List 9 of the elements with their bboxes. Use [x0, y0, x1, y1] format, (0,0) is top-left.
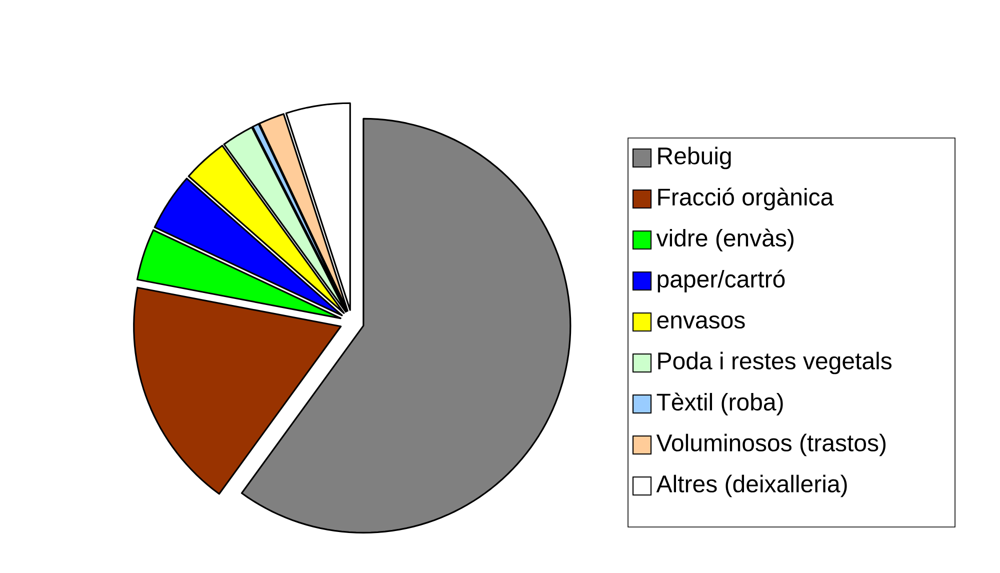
- legend-label: Tèxtil (roba): [656, 392, 783, 416]
- legend-label: Fracció orgànica: [658, 188, 834, 210]
- legend-label: paper/cartró: [658, 270, 785, 292]
- legend-label: Altres (deixalleria): [656, 474, 847, 498]
- legend-label: envasos: [657, 315, 745, 329]
- legend-label: Voluminosos (trastos): [656, 434, 886, 456]
- legend-label: Rebuig: [658, 146, 731, 170]
- legend-label: vidre (envàs): [656, 228, 794, 252]
- legend-label: Poda i restes vegetals: [658, 352, 892, 374]
